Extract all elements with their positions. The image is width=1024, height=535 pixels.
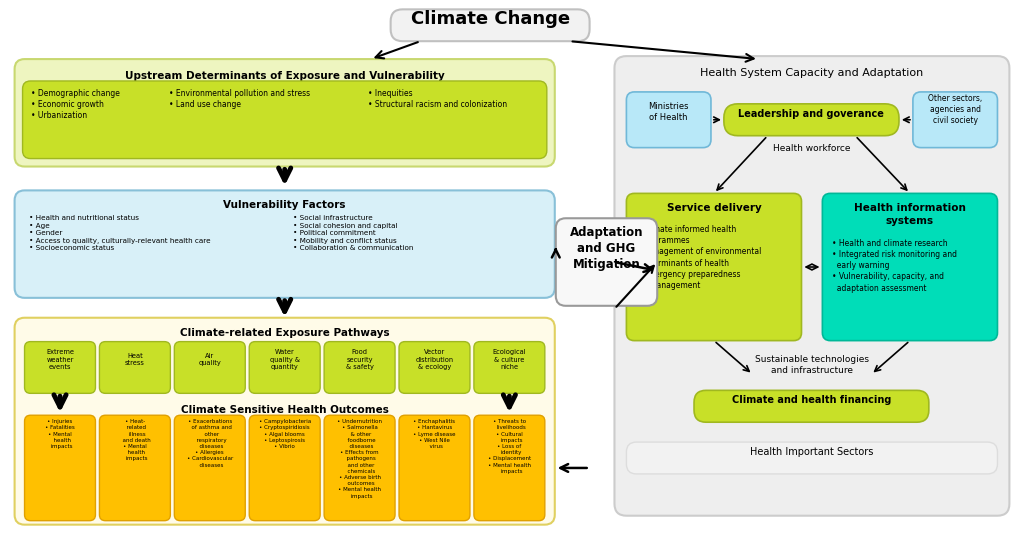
FancyBboxPatch shape (913, 92, 997, 148)
FancyBboxPatch shape (556, 218, 657, 306)
FancyBboxPatch shape (25, 415, 95, 521)
Text: • Health and nutritional status
• Age
• Gender
• Access to quality, culturally-r: • Health and nutritional status • Age • … (29, 215, 210, 251)
Text: • Injuries
• Fatalities
• Mental
  health
  impacts: • Injuries • Fatalities • Mental health … (45, 419, 75, 449)
Text: Leadership and goverance: Leadership and goverance (738, 109, 885, 119)
FancyBboxPatch shape (14, 190, 555, 298)
FancyBboxPatch shape (724, 104, 899, 136)
Text: Water
quality &
quantity: Water quality & quantity (269, 349, 300, 370)
Text: • Threats to
  livelihoods
• Cultural
  impacts
• Loss of
  identity
• Displacem: • Threats to livelihoods • Cultural impa… (487, 419, 530, 474)
FancyBboxPatch shape (627, 92, 711, 148)
FancyBboxPatch shape (23, 81, 547, 158)
FancyBboxPatch shape (249, 415, 321, 521)
FancyBboxPatch shape (174, 415, 246, 521)
Text: • Undernutrition
• Salmonella
  & other
  foodborne
  diseases
• Effects from
  : • Undernutrition • Salmonella & other fo… (337, 419, 382, 499)
FancyBboxPatch shape (14, 318, 555, 525)
FancyBboxPatch shape (14, 59, 555, 166)
Text: Health workforce: Health workforce (773, 143, 851, 152)
Text: Vulnerability Factors: Vulnerability Factors (223, 200, 346, 210)
Text: Vector
distribution
& ecology: Vector distribution & ecology (416, 349, 454, 370)
Text: Upstream Determinants of Exposure and Vulnerability: Upstream Determinants of Exposure and Vu… (125, 71, 444, 81)
Text: Other sectors,
agencies and
civil society: Other sectors, agencies and civil societ… (928, 94, 982, 125)
FancyBboxPatch shape (822, 193, 997, 341)
Text: Climate Sensitive Health Outcomes: Climate Sensitive Health Outcomes (181, 406, 389, 415)
Text: • Demographic change
• Economic growth
• Urbanization: • Demographic change • Economic growth •… (31, 89, 120, 120)
Text: Health information
systems: Health information systems (854, 203, 966, 226)
FancyBboxPatch shape (99, 342, 170, 393)
Text: • Social infrastructure
• Social cohesion and capital
• Political commitment
• M: • Social infrastructure • Social cohesio… (293, 215, 414, 251)
Text: Ministries
of Health: Ministries of Health (648, 102, 689, 122)
Text: Health Important Sectors: Health Important Sectors (751, 447, 873, 457)
FancyBboxPatch shape (627, 442, 997, 474)
Text: Extreme
weather
events: Extreme weather events (46, 349, 74, 370)
Text: Air
quality: Air quality (199, 353, 221, 366)
FancyBboxPatch shape (694, 391, 929, 422)
Text: Heat
stress: Heat stress (125, 353, 144, 366)
FancyBboxPatch shape (614, 56, 1010, 516)
FancyBboxPatch shape (390, 9, 590, 41)
Text: • Environmental pollution and stress
• Land use change: • Environmental pollution and stress • L… (169, 89, 310, 109)
Text: Food
security
& safety: Food security & safety (346, 349, 374, 370)
FancyBboxPatch shape (627, 193, 802, 341)
FancyBboxPatch shape (25, 342, 95, 393)
Text: • Health and climate research
• Integrated risk monitoring and
  early warning
•: • Health and climate research • Integrat… (833, 239, 957, 293)
FancyBboxPatch shape (399, 415, 470, 521)
Text: Climate and health financing: Climate and health financing (732, 395, 891, 406)
FancyBboxPatch shape (399, 342, 470, 393)
FancyBboxPatch shape (249, 342, 321, 393)
Text: Health System Capacity and Adaptation: Health System Capacity and Adaptation (700, 68, 924, 78)
FancyBboxPatch shape (474, 342, 545, 393)
Text: Adaptation
and GHG
Mitigation: Adaptation and GHG Mitigation (569, 226, 643, 271)
FancyBboxPatch shape (325, 415, 395, 521)
FancyBboxPatch shape (99, 415, 170, 521)
FancyBboxPatch shape (474, 415, 545, 521)
Text: • Enchaphalitis
• Hantavirus
• Lyme disease
• West Nile
  virus: • Enchaphalitis • Hantavirus • Lyme dise… (414, 419, 456, 449)
FancyBboxPatch shape (174, 342, 246, 393)
Text: • Heat-
  related
  illness
  and death
• Mental
  health
  impacts: • Heat- related illness and death • Ment… (119, 419, 151, 461)
Text: • Climate informed health
  programmes
• Management of environmental
  determina: • Climate informed health programmes • M… (636, 225, 762, 290)
Text: • Exacerbations
  of asthma and
  other
  respiratory
  diseases
• Allergies
• C: • Exacerbations of asthma and other resp… (186, 419, 232, 468)
Text: • Inequities
• Structural racism and colonization: • Inequities • Structural racism and col… (368, 89, 507, 109)
FancyBboxPatch shape (325, 342, 395, 393)
Text: Climate-related Exposure Pathways: Climate-related Exposure Pathways (180, 327, 389, 338)
Text: Ecological
& culture
niche: Ecological & culture niche (493, 349, 526, 370)
Text: • Campylobacteria
• Cryptospiridiosis
• Algal blooms
• Leptospirosis
• Vibrio: • Campylobacteria • Cryptospiridiosis • … (259, 419, 311, 449)
Text: Sustainable technologies
and infrastructure: Sustainable technologies and infrastruct… (755, 355, 869, 374)
Text: Climate Change: Climate Change (411, 10, 569, 28)
Text: Service delivery: Service delivery (667, 203, 761, 213)
